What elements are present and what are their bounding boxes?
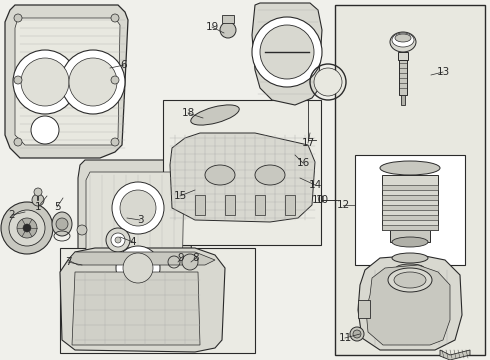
Text: 10: 10	[316, 195, 329, 205]
Bar	[398, 52, 408, 60]
Text: 1: 1	[35, 202, 41, 212]
Text: 14: 14	[308, 180, 321, 190]
Circle shape	[111, 76, 119, 84]
Text: 19: 19	[205, 22, 219, 32]
Polygon shape	[60, 248, 225, 352]
Circle shape	[252, 17, 322, 87]
Circle shape	[123, 253, 153, 283]
Text: 5: 5	[54, 202, 60, 212]
Ellipse shape	[395, 34, 411, 42]
Ellipse shape	[392, 253, 428, 263]
Circle shape	[115, 237, 121, 243]
Circle shape	[56, 218, 68, 230]
Circle shape	[111, 14, 119, 22]
Polygon shape	[68, 252, 215, 265]
Circle shape	[1, 202, 53, 254]
Circle shape	[220, 22, 236, 38]
Circle shape	[112, 182, 164, 234]
Bar	[222, 15, 234, 23]
Text: 12: 12	[336, 200, 350, 210]
Circle shape	[106, 228, 130, 252]
Circle shape	[9, 210, 45, 246]
Text: 17: 17	[301, 138, 315, 148]
Bar	[390, 230, 430, 242]
Polygon shape	[170, 133, 315, 222]
Circle shape	[77, 225, 87, 235]
Bar	[358, 300, 370, 318]
Bar	[285, 195, 295, 215]
Polygon shape	[252, 3, 322, 105]
Text: 8: 8	[193, 253, 199, 263]
Text: 7: 7	[65, 257, 72, 267]
Bar	[195, 195, 205, 215]
Bar	[382, 195, 438, 200]
Bar	[401, 95, 405, 105]
Circle shape	[353, 330, 361, 338]
Text: 18: 18	[181, 108, 195, 118]
Ellipse shape	[191, 105, 239, 125]
Bar	[163, 100, 321, 245]
Ellipse shape	[392, 33, 414, 47]
Bar	[382, 175, 438, 230]
Bar	[382, 225, 438, 230]
Bar	[335, 5, 485, 355]
Text: 9: 9	[178, 253, 184, 263]
Ellipse shape	[396, 264, 424, 272]
Circle shape	[23, 224, 31, 232]
Ellipse shape	[255, 165, 285, 185]
Text: 15: 15	[173, 191, 187, 201]
Circle shape	[111, 138, 119, 146]
Polygon shape	[15, 18, 120, 145]
Circle shape	[31, 116, 59, 144]
Text: 3: 3	[137, 215, 143, 225]
Circle shape	[260, 25, 314, 79]
Bar	[225, 195, 235, 215]
Text: 10: 10	[312, 195, 324, 205]
Polygon shape	[78, 160, 192, 302]
Ellipse shape	[390, 32, 416, 52]
Circle shape	[69, 58, 117, 106]
Ellipse shape	[380, 161, 440, 175]
Polygon shape	[440, 350, 470, 360]
Text: 11: 11	[339, 333, 352, 343]
Circle shape	[120, 190, 156, 226]
Bar	[255, 195, 265, 215]
Circle shape	[14, 76, 22, 84]
Bar	[382, 215, 438, 220]
Bar	[399, 60, 407, 95]
Circle shape	[61, 50, 125, 114]
Polygon shape	[72, 272, 200, 345]
Circle shape	[13, 50, 77, 114]
Polygon shape	[358, 255, 462, 350]
Circle shape	[34, 188, 42, 196]
Polygon shape	[366, 265, 450, 345]
Text: 13: 13	[437, 67, 450, 77]
Ellipse shape	[394, 272, 426, 288]
Circle shape	[350, 327, 364, 341]
Circle shape	[182, 254, 198, 270]
Text: 6: 6	[121, 60, 127, 70]
Text: 4: 4	[130, 237, 136, 247]
Circle shape	[111, 233, 125, 247]
Ellipse shape	[388, 268, 432, 292]
Bar	[382, 205, 438, 210]
Ellipse shape	[392, 237, 428, 247]
Text: 16: 16	[296, 158, 310, 168]
Circle shape	[21, 58, 69, 106]
Bar	[355, 155, 465, 265]
Text: 2: 2	[9, 210, 15, 220]
Bar	[382, 185, 438, 190]
Bar	[60, 248, 255, 353]
Circle shape	[17, 218, 37, 238]
Circle shape	[14, 14, 22, 22]
Circle shape	[32, 194, 44, 206]
Circle shape	[116, 246, 160, 290]
Polygon shape	[86, 172, 184, 293]
Polygon shape	[5, 5, 128, 158]
Ellipse shape	[52, 212, 72, 236]
Ellipse shape	[205, 165, 235, 185]
Circle shape	[14, 138, 22, 146]
Circle shape	[314, 68, 342, 96]
